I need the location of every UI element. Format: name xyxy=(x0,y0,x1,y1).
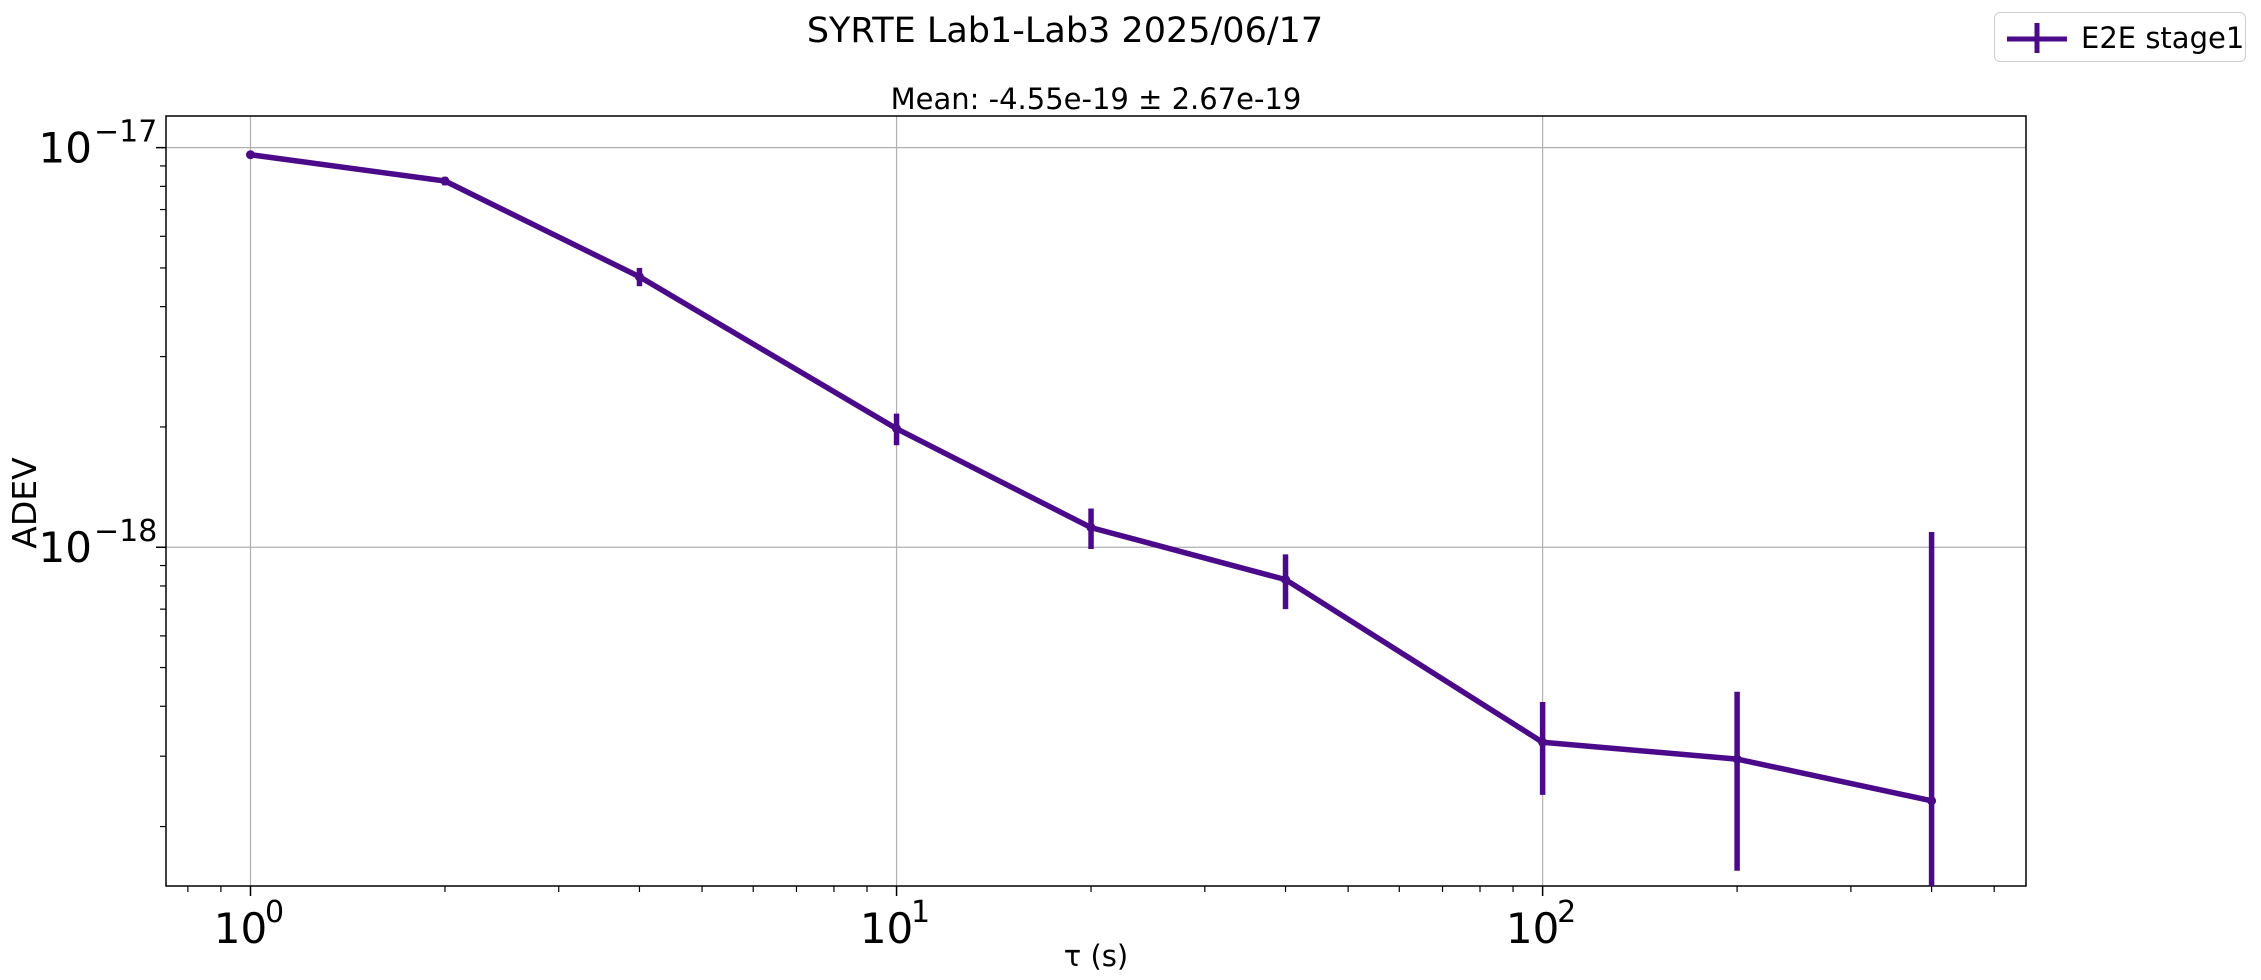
legend: E2E stage1 xyxy=(1994,12,2246,62)
chart-title: SYRTE Lab1-Lab3 2025/06/17 xyxy=(807,11,1323,51)
y-axis-label: ADEV xyxy=(5,457,44,549)
data-point xyxy=(440,176,450,186)
data-point xyxy=(1086,523,1096,533)
data-point xyxy=(1732,754,1742,764)
data-point xyxy=(1281,575,1291,585)
x-axis-ticks: 100 101 102 xyxy=(214,886,1576,953)
series-line xyxy=(247,151,1935,804)
y-tick-label-exponent: −18 xyxy=(94,514,157,549)
legend-swatch-e2e-stage1 xyxy=(2007,23,2067,53)
minor-ticks xyxy=(160,165,1995,892)
series-layer xyxy=(245,150,1937,886)
data-point xyxy=(634,272,644,282)
x-tick-label-exponent: 1 xyxy=(911,895,930,930)
x-tick-label-exponent: 0 xyxy=(265,895,284,930)
data-point xyxy=(245,150,255,160)
data-point xyxy=(892,424,902,434)
x-tick-label: 10 xyxy=(860,904,913,953)
grid xyxy=(166,116,2026,886)
data-point xyxy=(1538,737,1548,747)
data-point xyxy=(1927,796,1937,806)
x-tick-label: 10 xyxy=(214,904,267,953)
y-tick-label: 10 xyxy=(39,523,92,572)
legend-label-e2e-stage1: E2E stage1 xyxy=(2081,21,2245,55)
x-tick-label: 10 xyxy=(1506,904,1559,953)
x-tick-label-exponent: 2 xyxy=(1557,895,1576,930)
x-axis-label: τ (s) xyxy=(1064,939,1128,973)
y-tick-label: 10 xyxy=(39,124,92,173)
chart-subtitle: Mean: -4.55e-19 ± 2.67e-19 xyxy=(891,82,1302,116)
plot-area-frame xyxy=(165,115,2027,887)
y-tick-label-exponent: −17 xyxy=(94,115,157,150)
